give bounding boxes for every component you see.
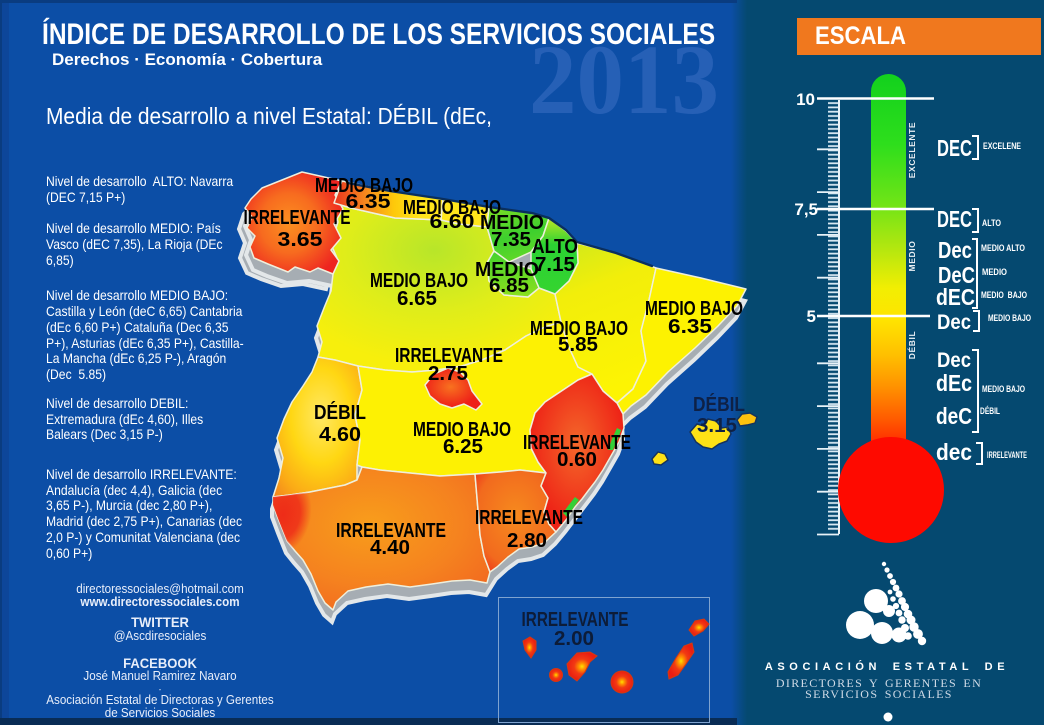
svg-text:DeC: DeC: [938, 262, 975, 288]
svg-text:EXCELENE: EXCELENE: [983, 141, 1021, 151]
svg-text:IRRELEVANTE: IRRELEVANTE: [523, 432, 631, 454]
svg-text:10: 10: [796, 90, 815, 109]
svg-text:3.65: 3.65: [278, 229, 323, 251]
svg-text:6.60: 6.60: [430, 211, 475, 233]
svg-text:6.35: 6.35: [346, 191, 391, 213]
svg-text:3.15: 3.15: [697, 415, 737, 437]
svg-text:MEDIO BAJO: MEDIO BAJO: [413, 419, 511, 441]
svg-text:deC: deC: [936, 403, 972, 429]
svg-text:ALTO: ALTO: [982, 218, 1001, 228]
svg-text:DÉBIL: DÉBIL: [980, 406, 1000, 416]
svg-text:dEc: dEc: [936, 370, 972, 396]
svg-text:MEDIO: MEDIO: [480, 212, 544, 234]
svg-text:DÉBIL: DÉBIL: [693, 393, 745, 416]
svg-text:7.15: 7.15: [535, 254, 575, 276]
svg-text:2.80: 2.80: [507, 530, 547, 552]
svg-text:2.75: 2.75: [428, 363, 468, 385]
svg-text:MEDIO: MEDIO: [982, 267, 1007, 277]
svg-text:IRRELEVANTE: IRRELEVANTE: [395, 345, 503, 367]
svg-text:IRRELEVANTE: IRRELEVANTE: [475, 507, 583, 529]
svg-text:Dec: Dec: [937, 349, 971, 372]
svg-text:MEDIO ALTO: MEDIO ALTO: [981, 243, 1025, 253]
svg-text:6.85: 6.85: [489, 275, 529, 297]
svg-text:IRRELEVANTE: IRRELEVANTE: [336, 520, 446, 542]
svg-text:5.85: 5.85: [558, 334, 598, 356]
svg-text:4.60: 4.60: [319, 424, 361, 446]
svg-text:0.60: 0.60: [557, 449, 597, 471]
svg-text:EXCELENTE: EXCELENTE: [907, 122, 917, 178]
svg-text:Dec: Dec: [938, 237, 972, 263]
svg-text:Dec: Dec: [937, 311, 971, 334]
svg-text:MEDIO BAJO: MEDIO BAJO: [403, 197, 501, 219]
svg-text:dEC: dEC: [936, 284, 975, 310]
svg-text:7.35: 7.35: [491, 229, 531, 251]
svg-text:4.40: 4.40: [370, 537, 410, 559]
svg-text:MEDIO: MEDIO: [475, 259, 539, 281]
svg-text:2.00: 2.00: [554, 628, 594, 650]
svg-text:IRRELEVANTE: IRRELEVANTE: [244, 207, 351, 229]
svg-text:DÉBIL: DÉBIL: [314, 401, 366, 424]
svg-text:IRRELEVANTE: IRRELEVANTE: [987, 450, 1027, 460]
svg-text:MEDIO BAJO: MEDIO BAJO: [981, 290, 1027, 300]
svg-text:6.65: 6.65: [397, 288, 437, 310]
svg-text:MEDIO BAJO: MEDIO BAJO: [530, 318, 628, 340]
svg-text:DEC: DEC: [937, 135, 972, 161]
svg-text:6.35: 6.35: [668, 316, 712, 338]
svg-text:MEDIO: MEDIO: [907, 241, 917, 272]
svg-text:MEDIO BAJO: MEDIO BAJO: [645, 298, 743, 320]
svg-text:MEDIO BAJO: MEDIO BAJO: [315, 175, 413, 197]
svg-text:5: 5: [807, 307, 816, 326]
svg-text:DEC: DEC: [937, 206, 972, 232]
svg-text:DÉBIL: DÉBIL: [907, 331, 917, 360]
svg-text:IRRELEVANTE: IRRELEVANTE: [522, 609, 629, 631]
svg-text:6.25: 6.25: [443, 436, 483, 458]
svg-text:dec: dec: [936, 439, 972, 465]
svg-text:MEDIO BAJO: MEDIO BAJO: [982, 384, 1025, 394]
svg-text:ALTO: ALTO: [532, 236, 578, 258]
svg-text:7,5: 7,5: [794, 200, 818, 219]
svg-text:MEDIO BAJO: MEDIO BAJO: [988, 313, 1031, 323]
svg-text:MEDIO BAJO: MEDIO BAJO: [370, 270, 468, 292]
